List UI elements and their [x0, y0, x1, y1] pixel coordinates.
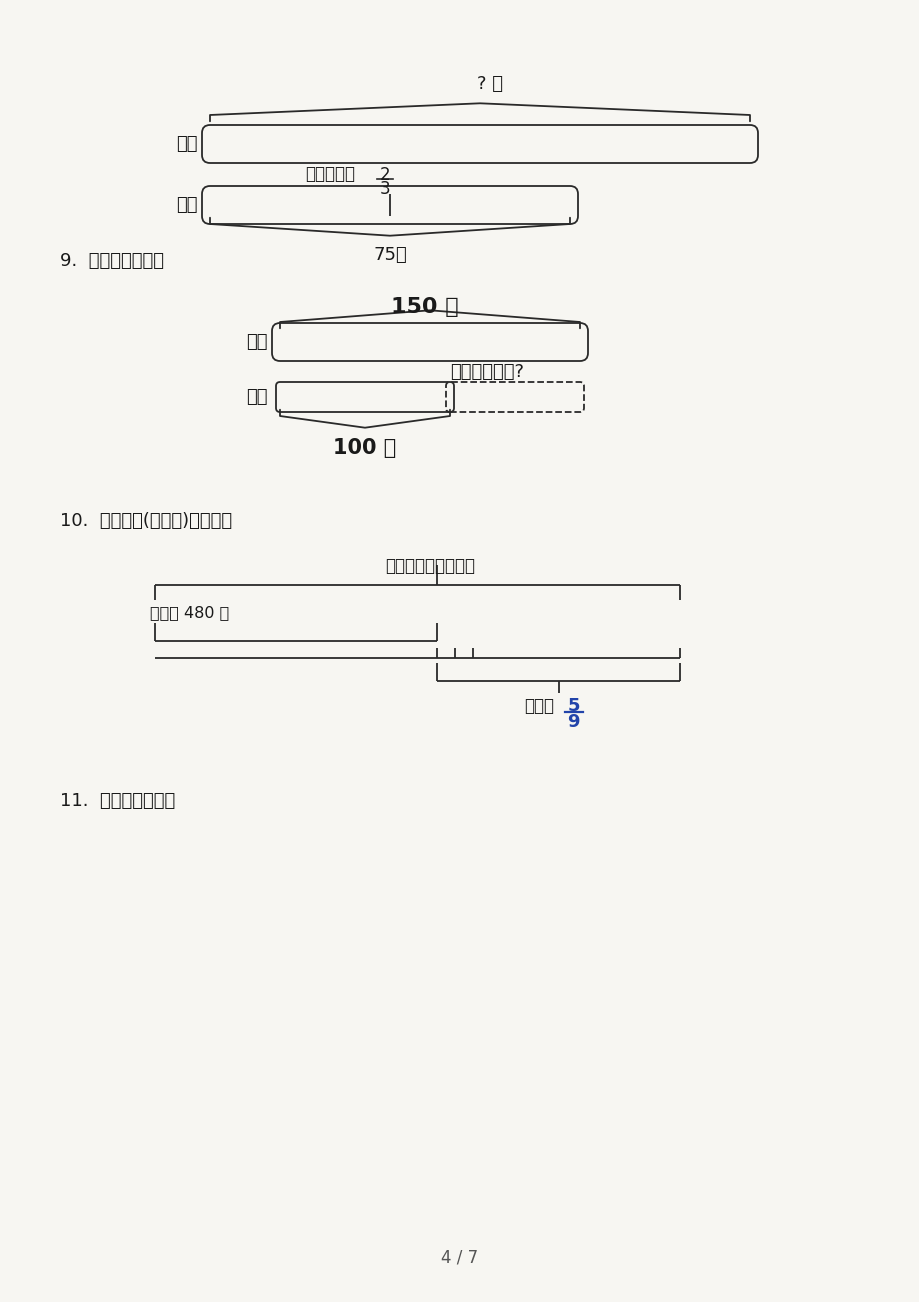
Text: 上衣价格的: 上衣价格的 — [305, 165, 355, 184]
Text: 裤子: 裤子 — [176, 197, 198, 214]
Text: 2: 2 — [380, 165, 390, 184]
Text: 150 棵: 150 棵 — [391, 297, 459, 316]
Text: 11.  看图列式计算。: 11. 看图列式计算。 — [60, 792, 175, 810]
Text: 10.  看图列式(或方程)并计算。: 10. 看图列式(或方程)并计算。 — [60, 512, 232, 530]
Text: 9.  看图列式计算。: 9. 看图列式计算。 — [60, 253, 164, 270]
Text: 柳树: 柳树 — [246, 388, 267, 406]
Text: 全校一共有多少人？: 全校一共有多少人？ — [384, 557, 474, 575]
Text: 上衣: 上衣 — [176, 135, 198, 154]
Text: 杨树: 杨树 — [246, 333, 267, 352]
Text: 100 棵: 100 棵 — [333, 437, 396, 458]
Text: ? 元: ? 元 — [476, 76, 503, 92]
Text: 4 / 7: 4 / 7 — [441, 1249, 478, 1266]
Text: 男生占: 男生占 — [523, 697, 553, 715]
Text: 75元: 75元 — [373, 246, 406, 264]
Text: 约少百分之几?: 约少百分之几? — [449, 363, 524, 381]
Text: 9: 9 — [567, 713, 579, 730]
Text: 5: 5 — [567, 697, 579, 715]
Text: 3: 3 — [380, 180, 390, 198]
Text: 女生有 480 人: 女生有 480 人 — [150, 605, 229, 620]
